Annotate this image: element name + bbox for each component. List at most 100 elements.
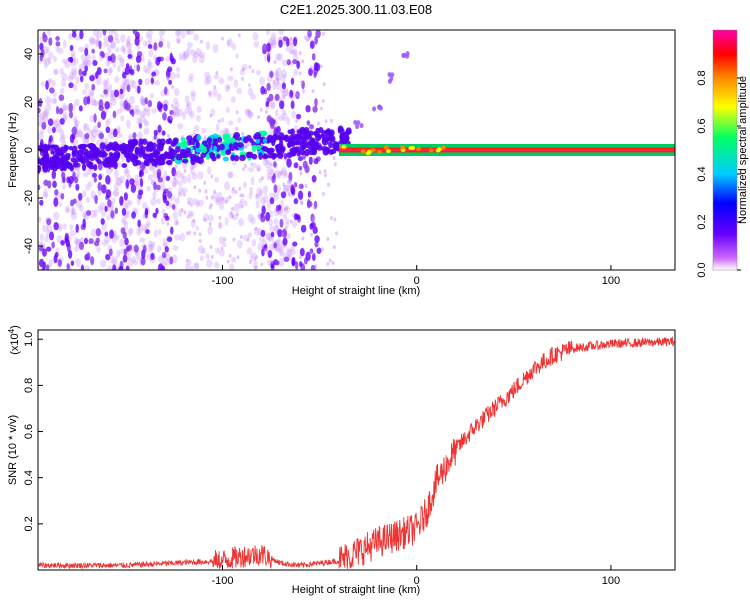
band-mark <box>139 148 146 155</box>
noise-mark <box>173 176 177 181</box>
noise-mark <box>41 121 47 130</box>
noise-mark <box>277 228 283 238</box>
noise-mark <box>163 258 171 267</box>
noise-mark <box>298 51 302 56</box>
noise-mark <box>119 195 124 206</box>
noise-mark <box>163 86 168 96</box>
band-mark <box>278 132 285 140</box>
noise-mark <box>66 263 70 270</box>
noise-mark <box>95 35 100 44</box>
noise-mark <box>332 245 336 250</box>
noise-mark <box>309 223 314 230</box>
noise-mark <box>169 72 176 80</box>
band-mark <box>138 141 143 148</box>
band-mark <box>180 142 185 149</box>
noise-mark <box>151 107 157 114</box>
noise-mark <box>74 118 79 128</box>
noise-mark <box>104 205 108 213</box>
noise-mark <box>92 30 99 37</box>
noise-mark <box>168 79 173 85</box>
noise-mark <box>91 99 99 106</box>
noise-mark <box>301 59 305 64</box>
noise-mark <box>124 168 130 177</box>
chirp-mark <box>401 53 406 59</box>
noise-mark <box>49 87 55 94</box>
noise-mark <box>113 188 120 197</box>
noise-mark <box>79 241 85 251</box>
noise-mark <box>252 32 259 41</box>
noise-mark <box>320 247 324 252</box>
noise-mark <box>212 191 219 201</box>
band-mark <box>232 141 239 148</box>
noise-mark <box>105 126 111 134</box>
noise-mark <box>335 231 338 236</box>
noise-mark <box>142 224 147 232</box>
spectrogram-x-tick-label: 100 <box>602 275 620 287</box>
noise-mark <box>282 213 288 221</box>
noise-mark <box>248 64 252 69</box>
noise-mark <box>93 113 97 123</box>
noise-mark <box>115 38 120 44</box>
band-mark <box>132 159 139 167</box>
noise-mark <box>83 237 89 245</box>
noise-mark <box>279 249 285 257</box>
noise-mark <box>48 77 53 84</box>
noise-mark <box>89 97 97 107</box>
noise-mark <box>201 127 207 134</box>
noise-mark <box>123 192 128 201</box>
noise-mark <box>90 129 98 139</box>
band-mark <box>263 153 269 159</box>
band-mark <box>196 134 201 141</box>
noise-mark <box>319 64 323 69</box>
noise-mark <box>154 79 161 86</box>
noise-mark <box>89 114 95 123</box>
noise-mark <box>120 45 125 53</box>
band-mark <box>68 145 73 151</box>
band-mark <box>266 148 273 154</box>
band-mark <box>146 141 154 147</box>
band-mark <box>40 146 47 152</box>
noise-mark <box>270 231 275 238</box>
noise-mark <box>189 110 195 119</box>
noise-mark <box>113 89 120 98</box>
noise-mark <box>131 211 137 219</box>
noise-mark <box>55 105 60 115</box>
noise-mark <box>119 238 126 248</box>
noise-mark <box>205 253 210 260</box>
noise-mark <box>198 54 205 64</box>
noise-mark <box>57 47 64 55</box>
band-mark <box>175 153 183 161</box>
band-mark <box>80 155 85 160</box>
band-mark <box>62 163 68 172</box>
noise-mark <box>127 35 131 45</box>
noise-mark <box>295 214 301 220</box>
band-mark <box>255 144 262 150</box>
band-mark <box>315 135 322 142</box>
noise-mark <box>70 199 75 207</box>
band-mark <box>273 134 280 139</box>
band-mark <box>38 164 42 172</box>
noise-mark <box>54 252 59 258</box>
noise-mark <box>120 115 125 122</box>
snr-y-tick-label: 0.6 <box>23 424 35 439</box>
noise-mark <box>58 94 65 102</box>
band-mark <box>300 128 307 135</box>
noise-mark <box>274 69 279 77</box>
noise-mark <box>159 103 164 109</box>
noise-mark <box>109 255 115 263</box>
band-mark <box>267 134 273 141</box>
band-mark <box>60 152 66 159</box>
noise-mark <box>84 82 89 90</box>
noise-mark <box>208 214 214 222</box>
noise-mark <box>165 200 170 206</box>
noise-mark <box>75 183 80 191</box>
noise-mark <box>285 218 290 225</box>
band-mark <box>121 163 128 168</box>
noise-mark <box>278 30 284 36</box>
noise-mark <box>276 67 282 77</box>
noise-mark <box>106 214 111 221</box>
noise-mark <box>285 46 291 52</box>
noise-mark <box>218 191 223 201</box>
noise-mark <box>102 30 107 36</box>
noise-mark <box>227 38 233 47</box>
